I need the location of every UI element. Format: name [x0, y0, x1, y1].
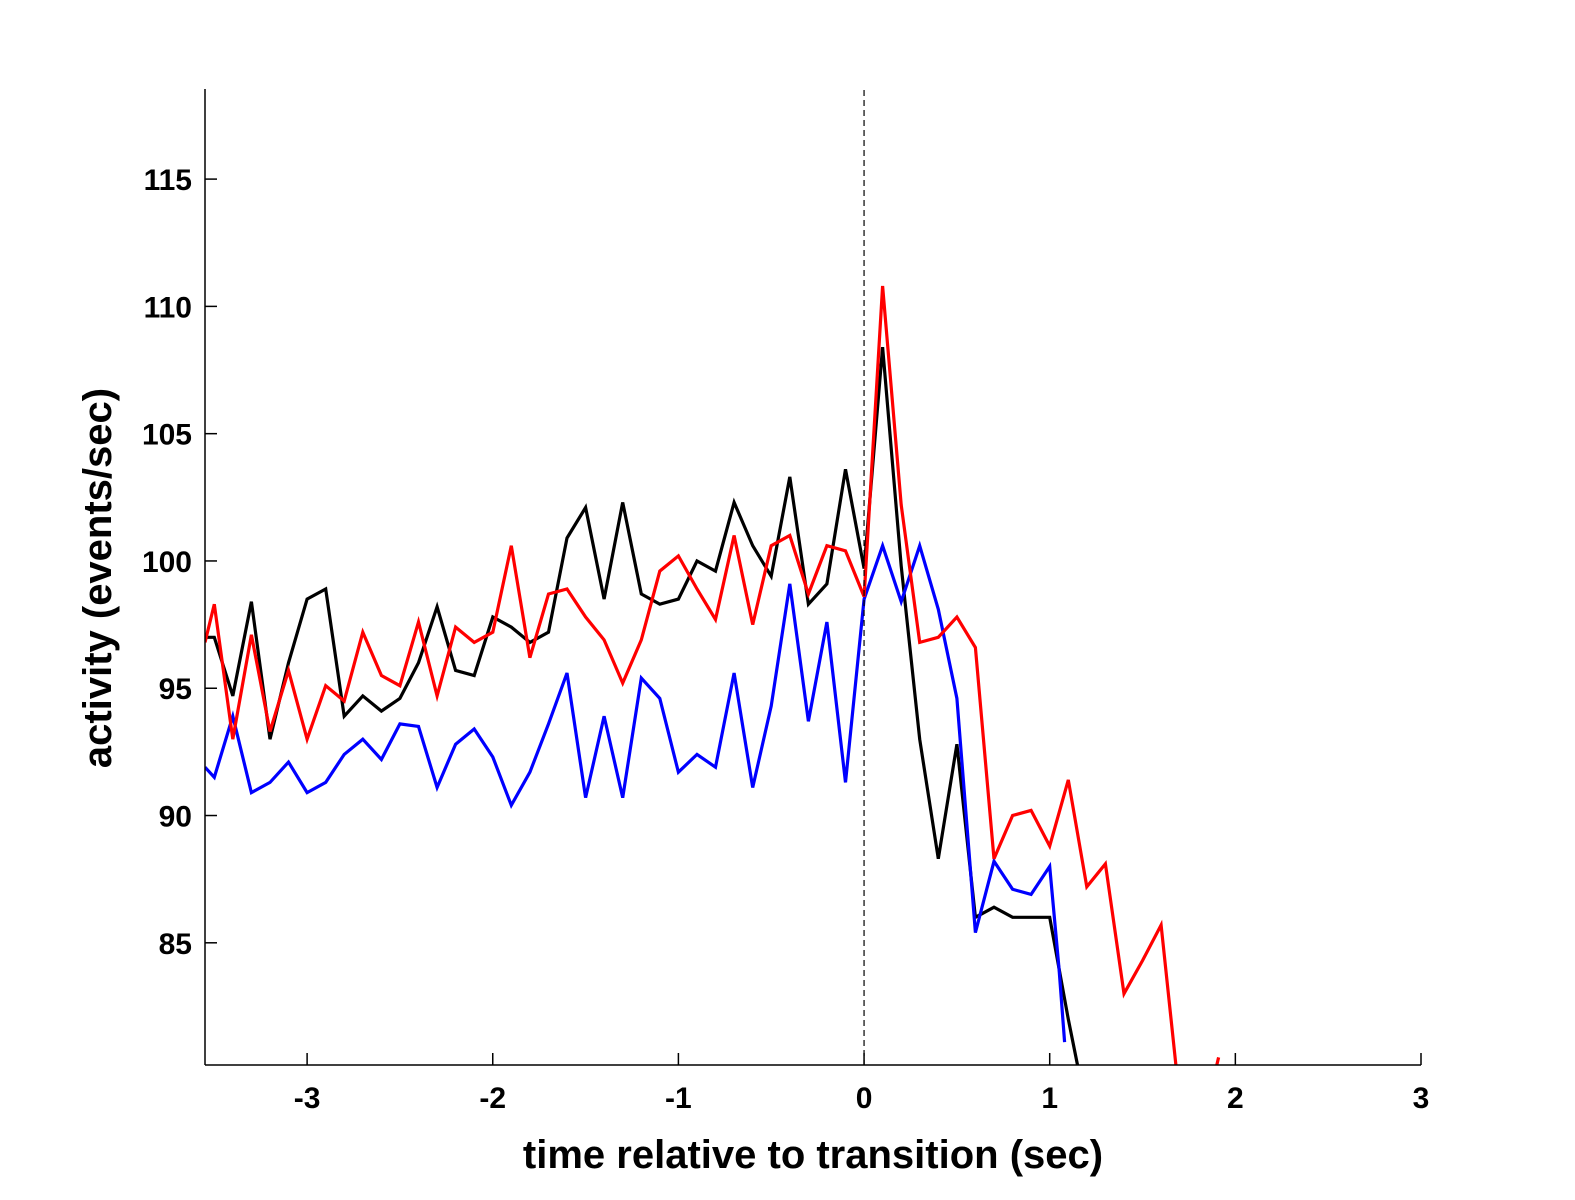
x-axis-title: time relative to transition (sec) [523, 1133, 1103, 1177]
y-tick-label: 90 [159, 801, 192, 834]
data-series [205, 285, 1221, 1065]
x-tick-label: -3 [294, 1082, 321, 1115]
y-tick-label: 100 [142, 546, 192, 579]
series-fragment [1215, 1057, 1221, 1065]
x-axis-ticks: -3 -2 -1 0 1 2 3 [294, 1053, 1430, 1115]
x-tick-label: -1 [665, 1082, 692, 1115]
series-line [205, 346, 1080, 1065]
y-tick-label: 110 [144, 291, 192, 324]
series-line [205, 540, 1067, 1043]
y-tick-label: 85 [159, 928, 192, 961]
y-tick-label: 115 [144, 164, 192, 197]
y-axis-title: activity (events/sec) [76, 388, 120, 768]
y-axis-ticks: 85 90 95 100 105 110 115 [142, 164, 217, 961]
series-line [205, 285, 1178, 1065]
x-tick-label: 2 [1227, 1082, 1244, 1115]
y-tick-label: 105 [142, 419, 192, 452]
y-tick-label: 95 [159, 673, 192, 706]
x-tick-label: -2 [479, 1082, 506, 1115]
x-tick-label: 0 [856, 1082, 873, 1115]
x-tick-label: 3 [1413, 1082, 1430, 1115]
x-tick-label: 1 [1041, 1082, 1058, 1115]
